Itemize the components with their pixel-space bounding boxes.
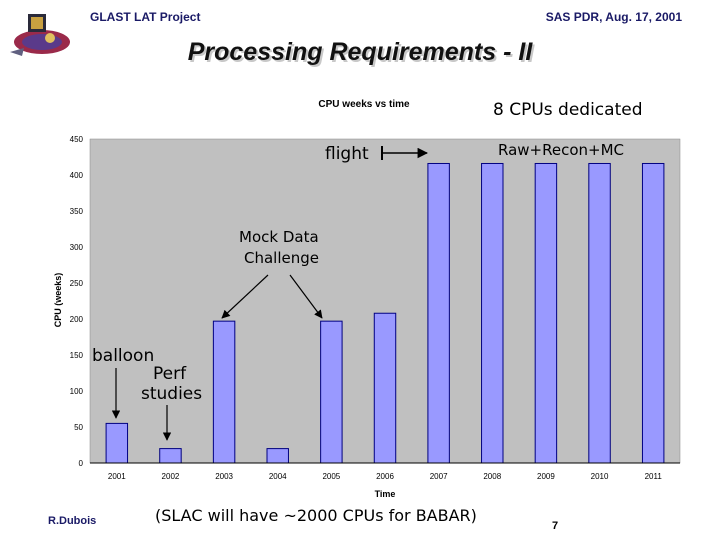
bar-2009 xyxy=(534,162,558,464)
balloon-note: balloon xyxy=(92,346,155,366)
bar-2006 xyxy=(373,312,397,464)
mock-arrow-right xyxy=(289,274,323,319)
bar-2002 xyxy=(159,448,182,464)
mock-data-note-line2: Challenge xyxy=(244,249,319,267)
x-tick-label: 2011 xyxy=(645,472,663,481)
bar-2001 xyxy=(105,422,129,464)
y-axis-label: CPU (weeks) xyxy=(53,273,63,328)
page-number: 7 xyxy=(552,520,559,532)
y-tick-label: 250 xyxy=(70,279,84,288)
x-tick-label: 2009 xyxy=(537,472,555,481)
bar-2004 xyxy=(266,448,289,464)
x-tick-label: 2005 xyxy=(322,472,340,481)
flight-note: flight xyxy=(325,144,369,164)
x-tick-label: 2006 xyxy=(376,472,394,481)
bar-2007 xyxy=(427,162,450,464)
project-name: GLAST LAT Project xyxy=(90,10,201,24)
author: R.Dubois xyxy=(48,515,97,527)
chart-title: CPU weeks vs time xyxy=(318,99,410,110)
x-tick-label: 2007 xyxy=(430,472,448,481)
perf-note-line2: studies xyxy=(141,384,203,404)
bar-2008 xyxy=(481,162,504,464)
bar-2011 xyxy=(641,162,665,464)
cpus-dedicated-note: 8 CPUs dedicated xyxy=(493,100,643,120)
y-tick-label: 450 xyxy=(70,135,84,144)
x-tick-label: 2008 xyxy=(483,472,501,481)
mock-arrow-left xyxy=(221,274,269,319)
event-name: SAS PDR, Aug. 17, 2001 xyxy=(545,10,682,24)
y-tick-label: 150 xyxy=(70,351,84,360)
y-tick-label: 50 xyxy=(74,423,83,432)
y-tick-label: 400 xyxy=(70,171,84,180)
y-tick-label: 300 xyxy=(70,243,84,252)
mock-data-note-line1: Mock Data xyxy=(239,228,319,246)
bar-2003 xyxy=(212,320,236,464)
footer-note: (SLAC will have ~2000 CPUs for BABAR) xyxy=(155,506,477,525)
y-tick-label: 200 xyxy=(70,315,84,324)
x-tick-label: 2004 xyxy=(269,472,287,481)
x-tick-label: 2010 xyxy=(591,472,609,481)
x-tick-label: 2002 xyxy=(162,472,180,481)
perf-note-line1: Perf xyxy=(153,364,187,384)
glast-logo xyxy=(6,8,72,64)
y-tick-label: 100 xyxy=(70,387,84,396)
bar-2010 xyxy=(588,162,611,464)
y-tick-label: 350 xyxy=(70,207,84,216)
x-axis-label: Time xyxy=(375,489,396,499)
x-tick-label: 2001 xyxy=(108,472,126,481)
x-tick-label: 2003 xyxy=(215,472,233,481)
bar-2005 xyxy=(320,320,343,464)
slide-title: Processing Requirements - II xyxy=(187,38,533,66)
y-tick-label: 0 xyxy=(79,459,84,468)
raw-recon-mc-note: Raw+Recon+MC xyxy=(498,141,625,159)
